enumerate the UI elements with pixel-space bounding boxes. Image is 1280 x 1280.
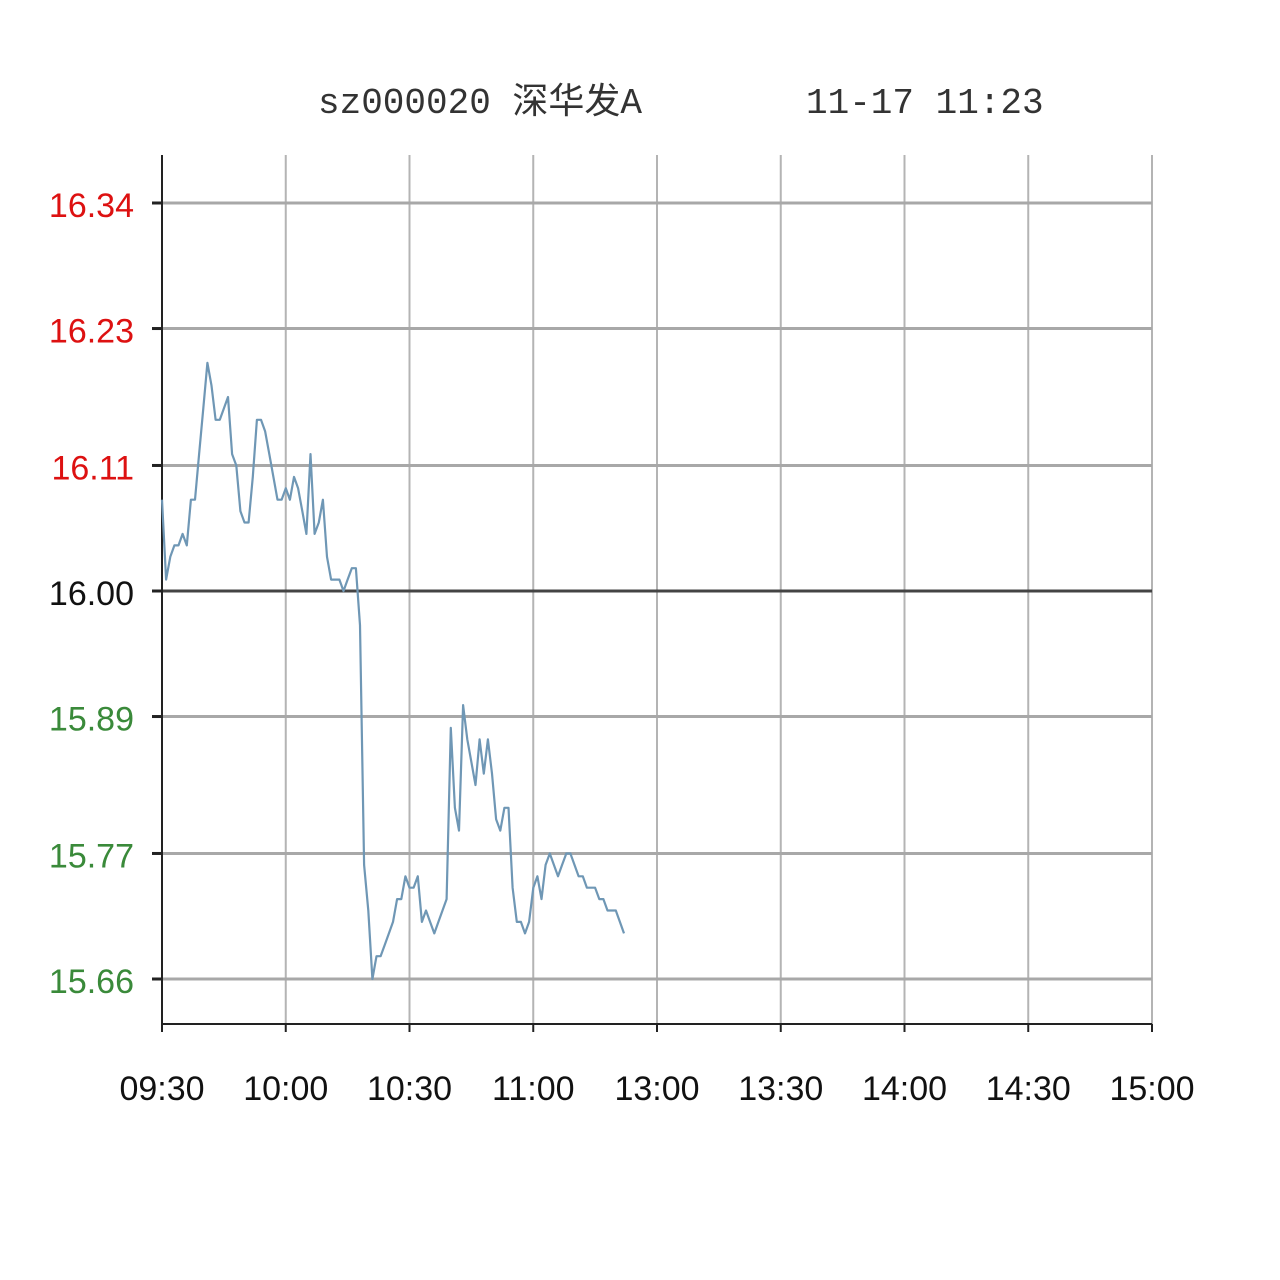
chart-title-group: sz000020 深华发A 11-17 11:23 <box>318 81 1044 124</box>
x-tick-label: 11:00 <box>492 1070 575 1108</box>
horizontal-gridlines <box>162 201 1152 981</box>
chart-timestamp: 11-17 11:23 <box>806 83 1044 124</box>
y-tick-label: 15.77 <box>49 837 134 875</box>
y-tick-label: 16.11 <box>51 449 134 487</box>
y-tick-label: 16.00 <box>49 575 134 613</box>
y-tick-label: 16.34 <box>49 187 134 225</box>
x-tick-label: 09:30 <box>119 1070 204 1108</box>
x-tick-label: 13:00 <box>614 1070 699 1108</box>
price-series-line <box>160 361 626 981</box>
x-tick-label: 10:00 <box>243 1070 328 1108</box>
y-tick-label: 15.89 <box>49 701 134 739</box>
chart-title: sz000020 深华发A <box>318 81 642 124</box>
y-tick-label: 16.23 <box>49 313 134 351</box>
x-axis-tick-labels: 09:30 10:00 10:30 11:00 13:00 13:30 14:00 14:30… <box>119 1070 1194 1108</box>
x-tick-label: 10:30 <box>367 1070 452 1108</box>
y-axis-tick-labels: 16.34 16.23 16.11 16.00 15.89 15.77 15.66 <box>49 187 134 1001</box>
x-tick-label: 13:30 <box>738 1070 823 1108</box>
x-tick-label: 14:00 <box>862 1070 947 1108</box>
x-tick-label: 14:30 <box>986 1070 1071 1108</box>
x-tick-label: 15:00 <box>1109 1070 1194 1108</box>
y-tick-label: 15.66 <box>49 963 134 1001</box>
series-layer <box>160 361 626 981</box>
chart-axes <box>152 155 1153 1032</box>
